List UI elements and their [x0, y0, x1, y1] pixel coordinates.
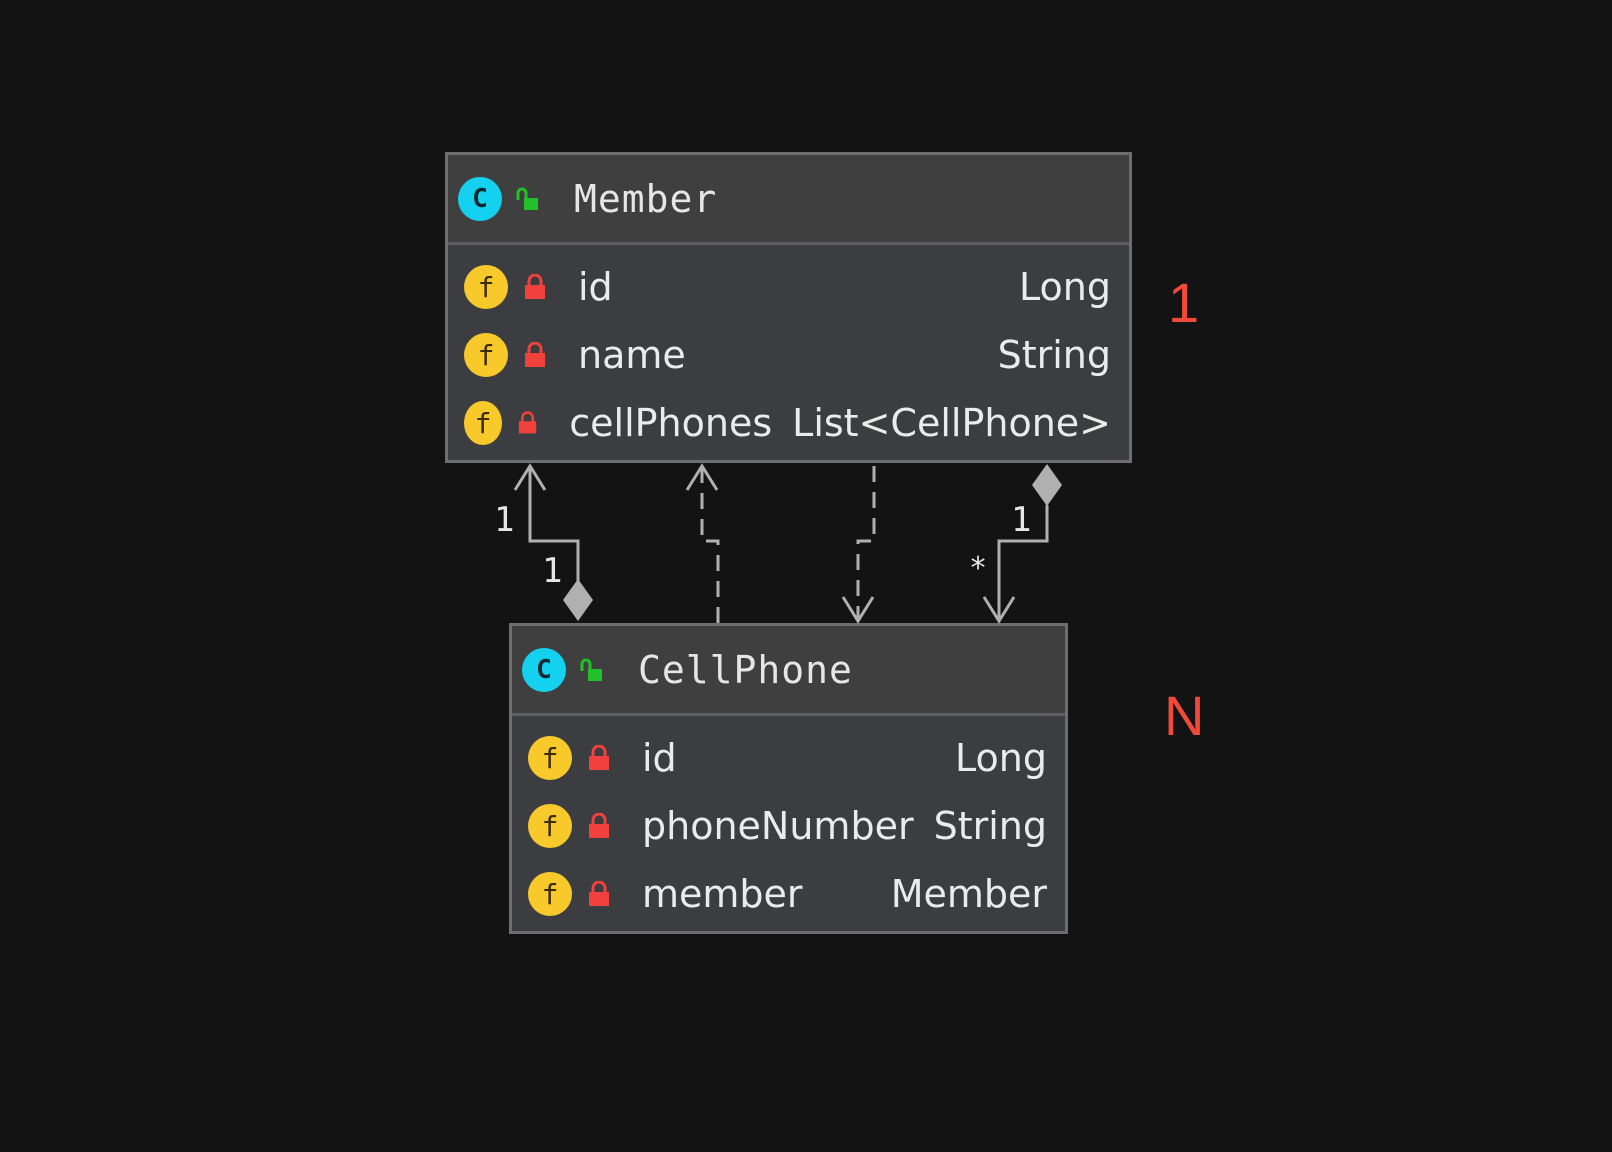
multiplicity-label: *: [969, 551, 987, 586]
member-association-line: [528, 466, 580, 592]
cellphone-multiplicity-annotation: N: [1164, 684, 1205, 747]
field-icon: f: [464, 401, 503, 445]
cellphone-class-header: C CellPhone: [512, 626, 1065, 716]
field-type: Long: [1019, 265, 1111, 309]
field-row-id[interactable]: f id Long: [512, 724, 1065, 792]
multiplicity-label: 1: [1011, 500, 1031, 540]
composition-diamond-icon: [1032, 464, 1062, 506]
arrowhead-icon: [841, 596, 875, 624]
field-type: Long: [955, 736, 1047, 780]
field-type: String: [933, 804, 1047, 848]
member-fields: f id Long f name String f cellPhones: [448, 245, 1129, 463]
cellphone-fields: f id Long f phoneNumber String f member: [512, 716, 1065, 934]
composition-diamond-icon: [563, 579, 593, 621]
private-lock-icon: [525, 342, 545, 367]
field-row-cellphones[interactable]: f cellPhones List<CellPhone>: [448, 389, 1129, 457]
dependency-line-down: [856, 466, 876, 621]
field-name: phoneNumber: [642, 804, 914, 848]
field-row-phonenumber[interactable]: f phoneNumber String: [512, 792, 1065, 860]
multiplicity-label: 1: [494, 500, 514, 540]
arrowhead-icon: [685, 463, 719, 491]
field-icon: f: [464, 333, 508, 377]
private-lock-icon: [519, 411, 537, 434]
field-type: String: [997, 333, 1111, 377]
field-icon: f: [464, 265, 508, 309]
private-lock-icon: [525, 274, 545, 299]
field-icon: f: [528, 872, 572, 916]
class-name: Member: [574, 176, 718, 221]
field-row-id[interactable]: f id Long: [448, 253, 1129, 321]
cellphones-association-line: [997, 505, 1049, 621]
field-name: id: [578, 265, 613, 309]
field-name: name: [578, 333, 686, 377]
member-multiplicity-annotation: 1: [1168, 271, 1200, 334]
private-lock-icon: [589, 881, 609, 906]
field-icon: f: [528, 804, 572, 848]
field-name: member: [642, 872, 803, 916]
field-type: List<CellPhone>: [792, 401, 1111, 445]
dependency-line-up: [700, 466, 720, 623]
multiplicity-label: 1: [542, 551, 562, 591]
field-row-name[interactable]: f name String: [448, 321, 1129, 389]
private-lock-icon: [589, 745, 609, 770]
public-lock-icon: [516, 187, 538, 210]
arrowhead-icon: [513, 463, 547, 491]
cellphone-class[interactable]: C CellPhone f id Long f phoneNumber Stri…: [509, 623, 1068, 934]
member-class[interactable]: C Member f id Long f name String f: [445, 152, 1132, 463]
field-type: Member: [890, 872, 1047, 916]
field-name: cellPhones: [569, 401, 773, 445]
field-icon: f: [528, 736, 572, 780]
class-name: CellPhone: [638, 647, 853, 692]
class-icon: C: [522, 647, 566, 692]
private-lock-icon: [589, 813, 609, 838]
field-name: id: [642, 736, 677, 780]
public-lock-icon: [580, 658, 602, 681]
arrowhead-icon: [982, 596, 1016, 624]
class-icon: C: [458, 176, 502, 221]
field-row-member[interactable]: f member Member: [512, 860, 1065, 928]
member-class-header: C Member: [448, 155, 1129, 245]
